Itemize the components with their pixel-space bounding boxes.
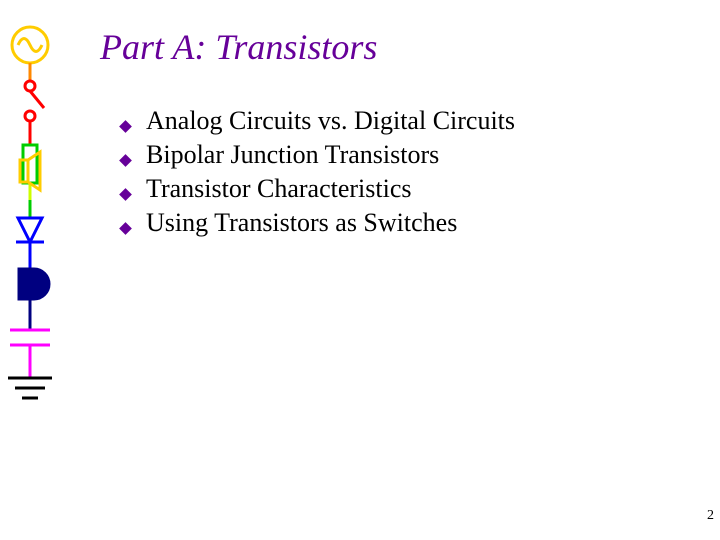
slide-content: Part A: Transistors Analog Circuits vs. … bbox=[100, 26, 700, 242]
bullet-diamond-icon bbox=[120, 186, 130, 204]
bullet-text: Analog Circuits vs. Digital Circuits bbox=[146, 106, 515, 136]
list-item: Analog Circuits vs. Digital Circuits bbox=[120, 106, 700, 136]
list-item: Using Transistors as Switches bbox=[120, 208, 700, 238]
list-item: Transistor Characteristics bbox=[120, 174, 700, 204]
circuit-symbols-graphic bbox=[0, 0, 60, 540]
bullet-diamond-icon bbox=[120, 118, 130, 136]
bullet-text: Bipolar Junction Transistors bbox=[146, 140, 439, 170]
page-number: 2 bbox=[707, 508, 714, 524]
bullet-diamond-icon bbox=[120, 152, 130, 170]
bullet-diamond-icon bbox=[120, 220, 130, 238]
bullet-text: Using Transistors as Switches bbox=[146, 208, 457, 238]
slide-title: Part A: Transistors bbox=[100, 26, 700, 68]
component-sidebar bbox=[0, 0, 60, 540]
bullet-text: Transistor Characteristics bbox=[146, 174, 412, 204]
list-item: Bipolar Junction Transistors bbox=[120, 140, 700, 170]
bullet-list: Analog Circuits vs. Digital Circuits Bip… bbox=[120, 106, 700, 238]
